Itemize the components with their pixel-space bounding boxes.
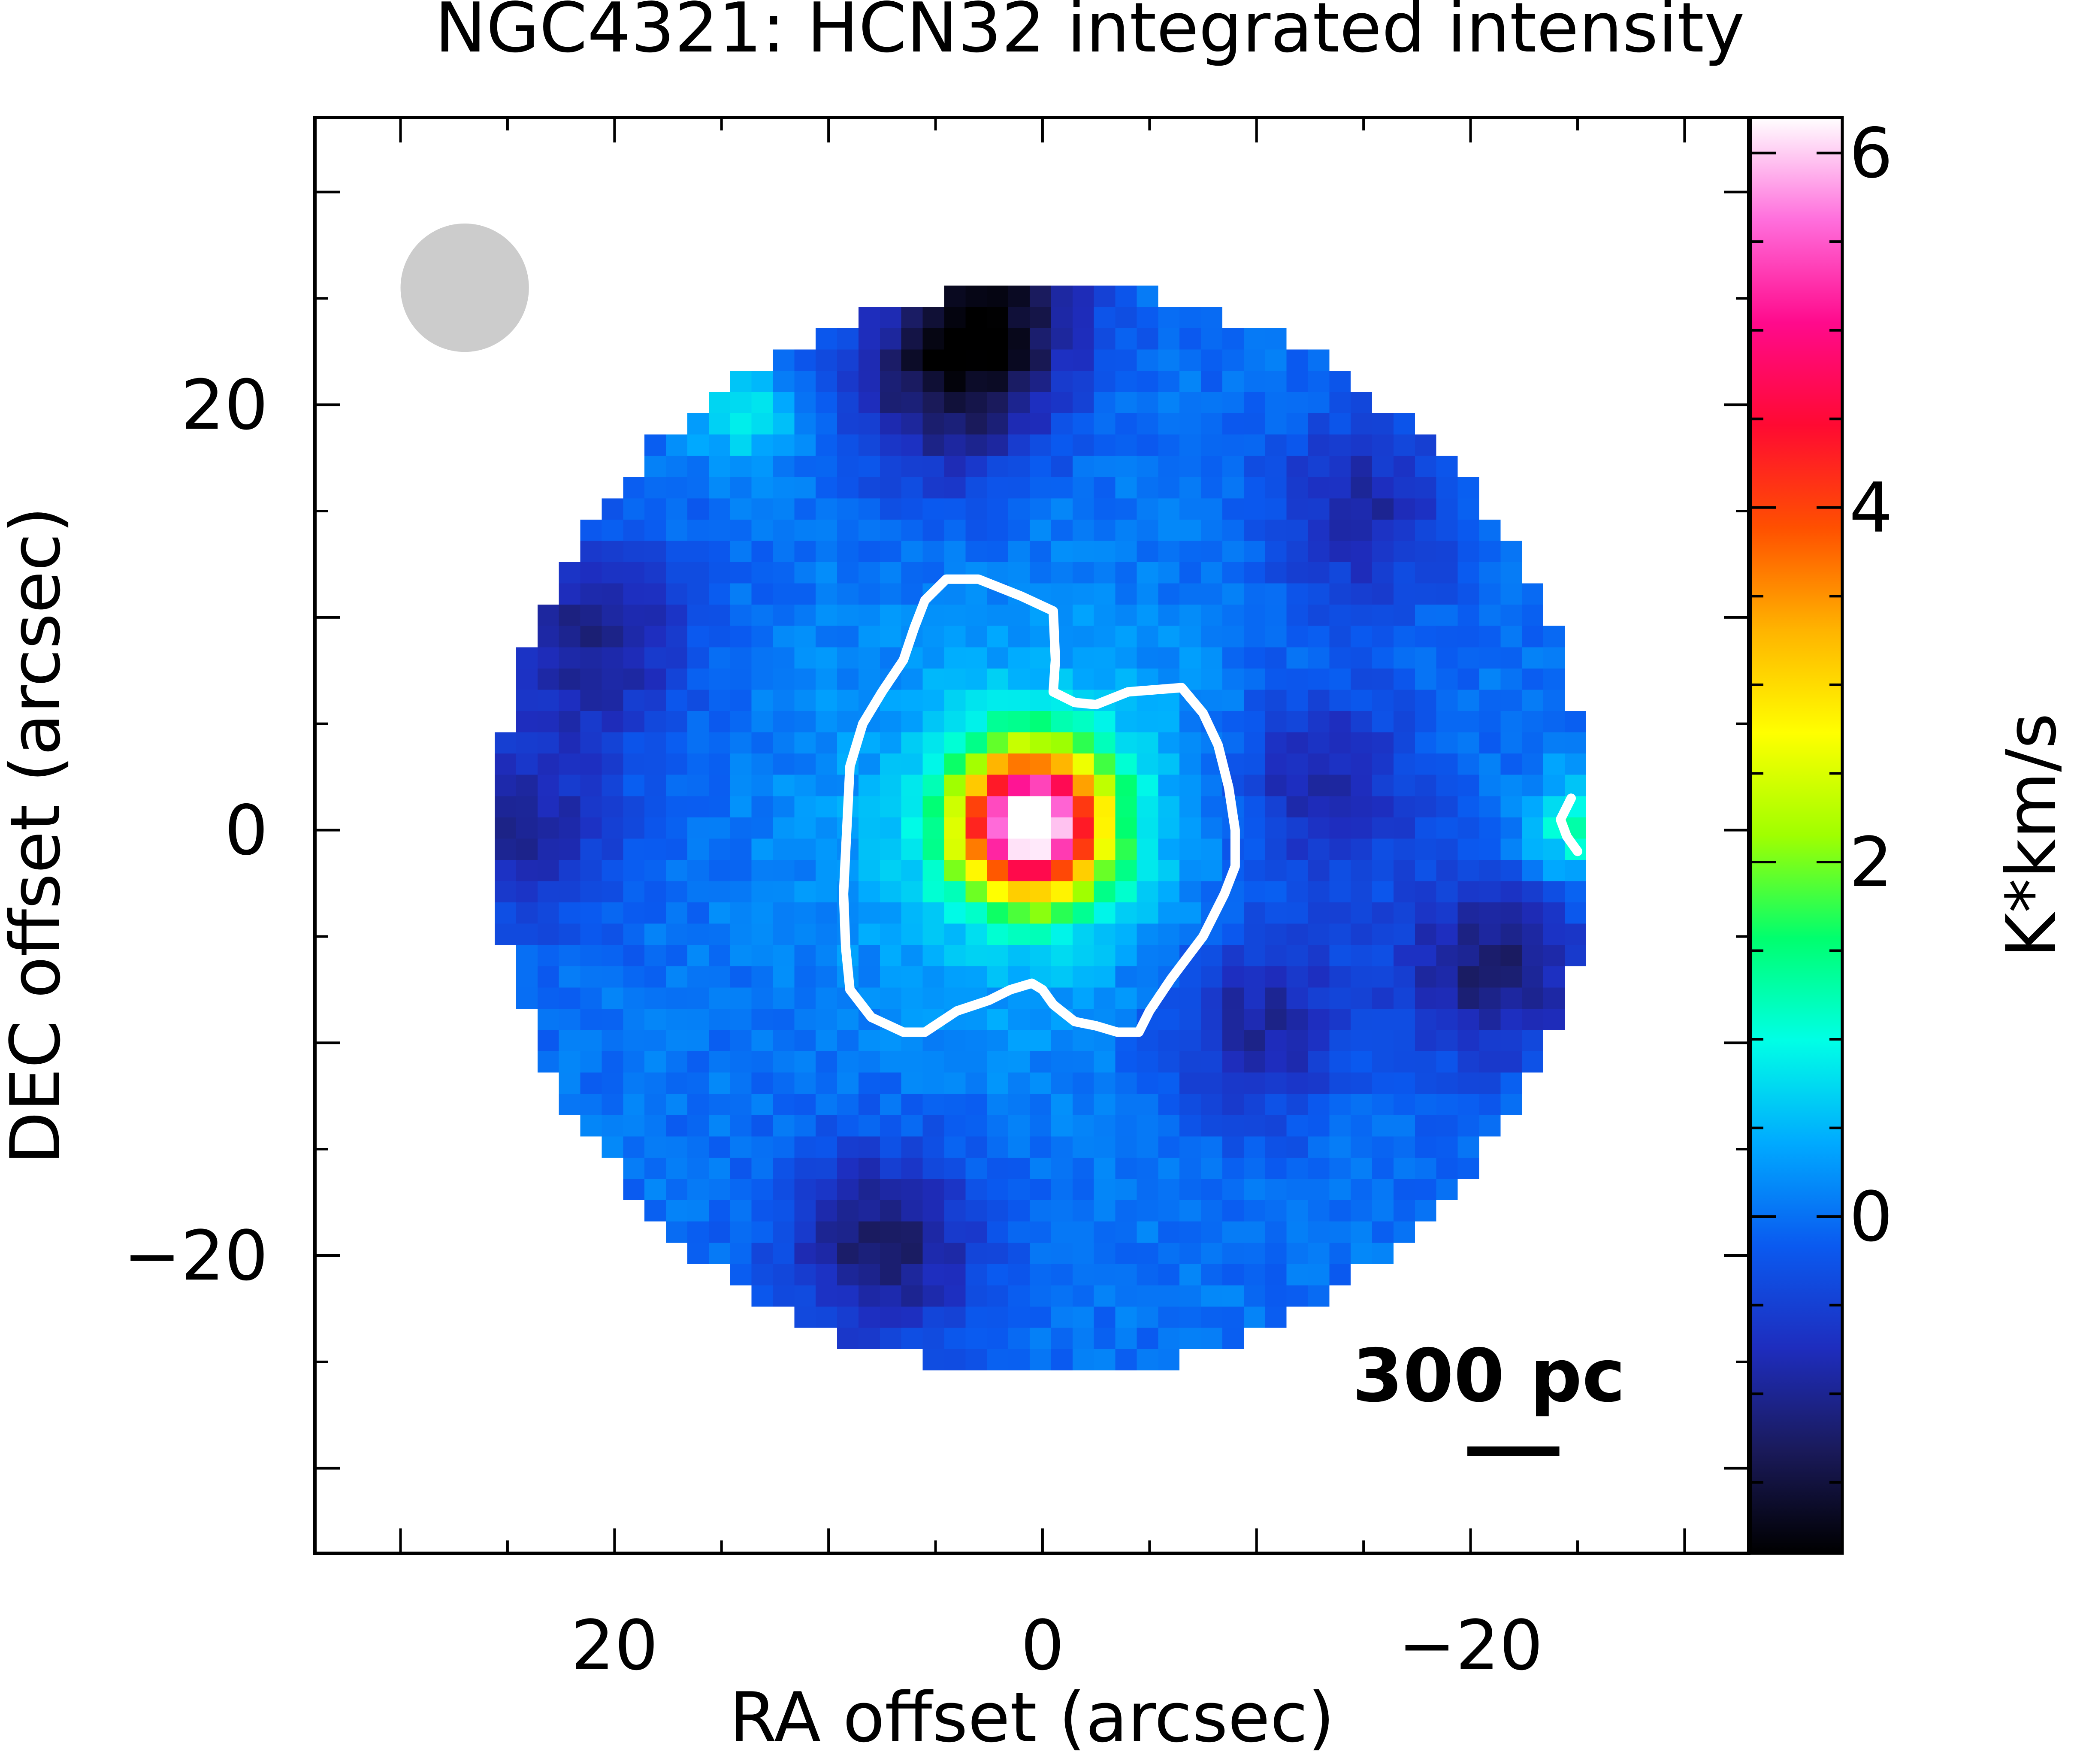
y-tick-label: −20 [123,1216,268,1296]
colorbar-tick-label: 0 [1849,1177,1893,1257]
x-axis-label: RA offset (arcsec) [729,1677,1334,1758]
scale-bar-label: 300 pc [1352,1334,1626,1419]
plot-frame [313,116,1750,1555]
colorbar-ticks: 0 2 4 6 [1750,113,1893,1484]
colorbar-tick-label: 6 [1849,113,1893,194]
y-tick-label: 0 [224,790,268,871]
colorbar-frame [1749,116,1844,1555]
y-tick-label: 20 [181,365,268,445]
axis-ticks: 20 0 −20 20 0 −20 [123,118,1749,1685]
contour-line [839,574,1240,1037]
intensity-map-image [494,285,1629,1413]
colorbar-tick-label: 4 [1849,468,1893,548]
x-tick-label: −20 [1398,1605,1543,1685]
x-tick-label: 0 [1021,1605,1064,1685]
scale-bar: 300 pc [1352,1334,1626,1456]
intensity-map [494,285,1629,1413]
colorbar-gradient [1750,118,1842,1553]
x-tick-label: 20 [571,1605,659,1685]
chart-title: NGC4321: HCN32 integrated intensity [435,0,1744,68]
beam-layer [400,223,529,352]
contour-layer [839,574,1582,1037]
colorbar: 0 2 4 6 K*km/s [1749,113,2071,1555]
contour-line [1556,793,1582,856]
beam-ellipse [400,223,529,352]
colorbar-label: K*km/s [1991,713,2071,958]
y-axis-label: DEC offset (arcsec) [0,506,76,1164]
colorbar-tick-label: 2 [1849,822,1893,902]
